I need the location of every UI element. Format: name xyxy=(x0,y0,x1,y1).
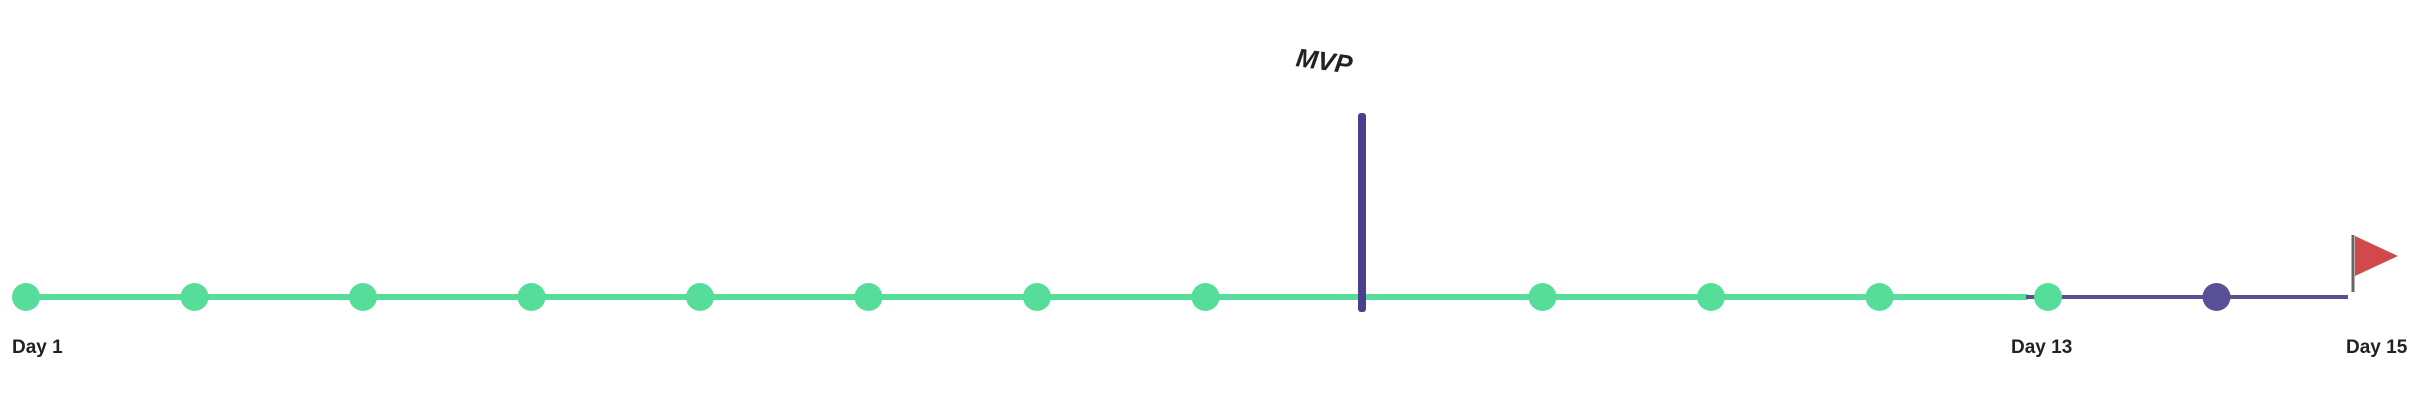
completed-day-dot xyxy=(2034,283,2062,311)
completed-day-dot xyxy=(854,283,883,311)
completed-day-dot xyxy=(349,283,377,311)
day-label-start: Day 1 xyxy=(12,337,63,358)
remaining-day-dot xyxy=(2202,283,2231,311)
day-label-end: Day 15 xyxy=(2346,337,2408,358)
day-label-current: Day 13 xyxy=(2011,337,2073,358)
completed-day-dot xyxy=(1697,283,1725,311)
completed-day-dot xyxy=(1865,283,1894,311)
completed-day-dot xyxy=(180,283,209,311)
flag-icon xyxy=(2351,235,2398,292)
mvp-milestone-marker xyxy=(1358,113,1366,312)
completed-day-dot xyxy=(12,283,40,311)
completed-day-dot xyxy=(1191,283,1220,311)
completed-day-dot xyxy=(1528,283,1557,311)
completed-day-dot xyxy=(1023,283,1051,311)
completed-day-dot xyxy=(517,283,546,311)
day-dots xyxy=(12,283,2231,311)
completed-day-dot xyxy=(686,283,714,311)
